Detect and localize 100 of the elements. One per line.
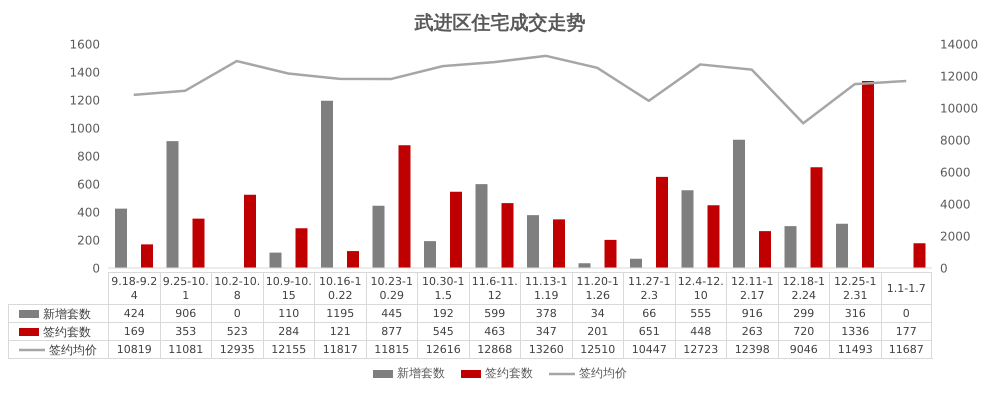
x-tick-label: 12.25-12.31 bbox=[829, 272, 880, 304]
y2-tick-label: 2000 bbox=[940, 229, 971, 244]
data-label: 12868 bbox=[468, 340, 520, 358]
bar bbox=[578, 263, 590, 268]
y-tick-label: 200 bbox=[77, 233, 100, 248]
data-label: 378 bbox=[520, 304, 572, 322]
y-tick-label: 1200 bbox=[69, 93, 100, 108]
x-tick-label: 11.20-11.26 bbox=[572, 272, 623, 304]
x-tick-label: 11.27-12.3 bbox=[623, 272, 674, 304]
bar bbox=[347, 251, 359, 268]
data-label: 169 bbox=[108, 322, 160, 340]
bar bbox=[450, 192, 462, 268]
x-tick-label: 10.2-10.8 bbox=[211, 272, 262, 304]
data-label: 121 bbox=[314, 322, 366, 340]
data-label: 0 bbox=[211, 304, 262, 322]
x-tick-label: 9.25-10.1 bbox=[160, 272, 211, 304]
bar bbox=[682, 190, 694, 268]
data-label: 10447 bbox=[623, 340, 674, 358]
bar bbox=[502, 203, 514, 268]
data-label: 11493 bbox=[829, 340, 880, 358]
bar bbox=[141, 244, 153, 268]
bar bbox=[192, 218, 204, 268]
y-tick-label: 1400 bbox=[69, 65, 100, 80]
data-label: 34 bbox=[572, 304, 623, 322]
data-label: 11817 bbox=[314, 340, 366, 358]
data-label: 12723 bbox=[674, 340, 726, 358]
data-label: 13260 bbox=[520, 340, 572, 358]
data-label: 263 bbox=[726, 322, 778, 340]
y-tick-label: 1600 bbox=[69, 37, 100, 52]
data-label: 545 bbox=[417, 322, 468, 340]
x-tick-label: 10.9-10.15 bbox=[262, 272, 314, 304]
data-label: 445 bbox=[366, 304, 417, 322]
x-tick-label: 11.6-11.12 bbox=[468, 272, 520, 304]
legend-label: 新增套数 bbox=[42, 306, 91, 320]
data-label: 12155 bbox=[262, 340, 314, 358]
y2-tick-label: 8000 bbox=[940, 133, 971, 148]
data-label: 424 bbox=[108, 304, 160, 322]
data-label: 66 bbox=[623, 304, 674, 322]
x-tick-label: 9.18-9.24 bbox=[108, 272, 160, 304]
y-tick-label: 0 bbox=[92, 261, 100, 276]
data-label: 12616 bbox=[417, 340, 468, 358]
data-label: 599 bbox=[468, 304, 520, 322]
x-tick-label: 12.18-12.24 bbox=[778, 272, 829, 304]
data-label: 11687 bbox=[880, 340, 932, 358]
bar bbox=[810, 167, 822, 268]
x-tick-label: 12.4-12.10 bbox=[674, 272, 726, 304]
data-label: 110 bbox=[262, 304, 314, 322]
bar bbox=[836, 224, 848, 268]
data-label: 9046 bbox=[778, 340, 829, 358]
bar bbox=[270, 252, 282, 268]
data-label: 12935 bbox=[211, 340, 262, 358]
bar bbox=[115, 208, 127, 268]
data-label: 299 bbox=[778, 304, 829, 322]
data-label: 12398 bbox=[726, 340, 778, 358]
data-label: 916 bbox=[726, 304, 778, 322]
bar bbox=[424, 241, 436, 268]
data-label: 353 bbox=[160, 322, 211, 340]
bar bbox=[372, 206, 384, 268]
data-label: 906 bbox=[160, 304, 211, 322]
legend-label: 签约均价 bbox=[48, 342, 97, 356]
bar bbox=[244, 194, 256, 268]
bar bbox=[166, 141, 178, 268]
data-label: 523 bbox=[211, 322, 262, 340]
bar bbox=[321, 100, 333, 268]
bar bbox=[527, 215, 539, 268]
data-label: 0 bbox=[880, 304, 932, 322]
x-tick-label: 10.23-10.29 bbox=[366, 272, 417, 304]
y2-tick-label: 10000 bbox=[940, 101, 978, 116]
bar bbox=[296, 228, 308, 268]
bar bbox=[733, 140, 745, 268]
y-tick-label: 1000 bbox=[69, 121, 100, 136]
bar bbox=[914, 243, 926, 268]
data-label: 1195 bbox=[314, 304, 366, 322]
text: 新增套数 bbox=[397, 366, 445, 380]
y-tick-label: 600 bbox=[77, 177, 100, 192]
data-label: 10819 bbox=[108, 340, 160, 358]
bar bbox=[784, 226, 796, 268]
bar bbox=[604, 240, 616, 268]
y-tick-label: 400 bbox=[77, 205, 100, 220]
y-tick-label: 800 bbox=[77, 149, 100, 164]
bar bbox=[656, 176, 668, 268]
y2-tick-label: 14000 bbox=[940, 37, 978, 52]
chart-title: 武进区住宅成交走势 bbox=[413, 11, 586, 36]
data-label: 192 bbox=[417, 304, 468, 322]
x-tick-label: 10.30-11.5 bbox=[417, 272, 468, 304]
line-series bbox=[132, 54, 908, 125]
bar bbox=[862, 80, 874, 268]
x-tick-label: 10.16-10.22 bbox=[314, 272, 366, 304]
data-label: 12510 bbox=[572, 340, 623, 358]
bar bbox=[708, 205, 720, 268]
data-label: 177 bbox=[880, 322, 932, 340]
data-label: 201 bbox=[572, 322, 623, 340]
bar bbox=[630, 258, 642, 268]
y2-tick-label: 4000 bbox=[940, 197, 971, 212]
text: 签约套数 bbox=[485, 366, 533, 380]
y2-tick-label: 12000 bbox=[940, 69, 978, 84]
data-label: 347 bbox=[520, 322, 572, 340]
data-label: 651 bbox=[623, 322, 674, 340]
x-tick-label: 1.1-1.7 bbox=[880, 272, 932, 304]
data-label: 1336 bbox=[829, 322, 880, 340]
